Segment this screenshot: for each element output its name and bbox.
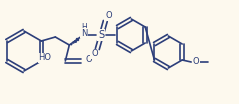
Text: HO: HO	[38, 53, 51, 63]
Text: N: N	[81, 28, 87, 38]
Text: O: O	[85, 54, 92, 64]
Text: H: H	[81, 24, 87, 32]
Text: O: O	[91, 50, 98, 58]
Text: S: S	[98, 30, 104, 40]
Text: O: O	[193, 58, 200, 66]
Text: O: O	[105, 12, 112, 20]
